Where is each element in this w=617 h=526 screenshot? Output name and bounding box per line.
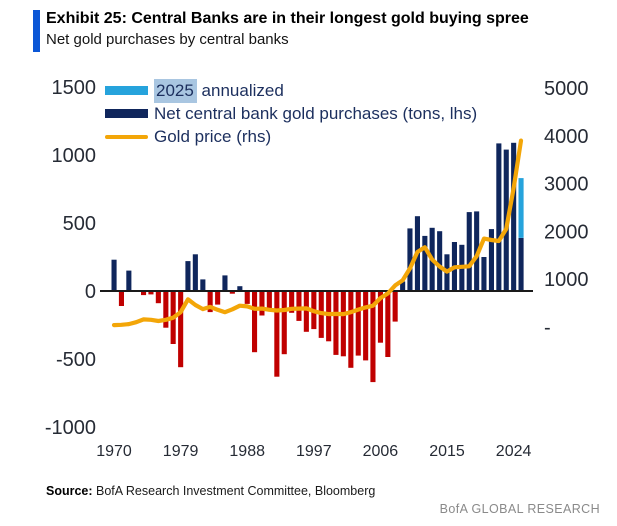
left-axis-tick-label: -1000: [45, 417, 96, 439]
bar-net-purchases-1972: [126, 270, 132, 291]
right-axis-tick-label: 1000: [544, 269, 589, 291]
chart-subtitle: Net gold purchases by central banks: [46, 31, 289, 48]
bar-net-purchases-1992: [274, 291, 280, 377]
bar-net-purchases-1995: [296, 291, 302, 321]
bar-net-purchases-2001: [340, 291, 346, 357]
right-axis-tick-label: 2000: [544, 221, 589, 243]
bar-net-purchases-2025: [518, 238, 524, 291]
bar-net-purchases-1996: [303, 291, 309, 332]
bar-net-purchases-1986: [229, 291, 235, 294]
x-axis-tick-label: 2015: [429, 443, 465, 460]
x-axis-tick-label: 2006: [363, 443, 399, 460]
bar-net-purchases-1971: [118, 291, 124, 306]
x-axis-tick-label: 1979: [163, 443, 199, 460]
bar-net-purchases-2003: [355, 291, 361, 356]
bar-net-purchases-1988: [244, 291, 250, 304]
legend-label: Gold price (rhs): [154, 126, 272, 146]
bar-net-purchases-1990: [259, 291, 265, 316]
left-axis-tick-label: 500: [63, 213, 96, 235]
bar-net-purchases-2022: [496, 143, 502, 291]
source-label: Source:: [46, 484, 93, 498]
legend-item-2025-annualized: 2025 annualized: [105, 78, 477, 103]
bar-net-purchases-1984: [215, 291, 221, 305]
x-axis-tick-label: 1997: [296, 443, 332, 460]
source-line: Source: BofA Research Investment Committ…: [46, 484, 375, 498]
x-axis-tick-label: 2024: [496, 443, 532, 460]
legend-label-rest: annualized: [196, 80, 284, 100]
bar-net-purchases-1976: [155, 291, 161, 304]
bar-net-purchases-1993: [281, 291, 287, 355]
legend-label: Net central bank gold purchases (tons, l…: [154, 103, 478, 123]
legend-swatch-navy: [105, 109, 148, 118]
chart-legend: 2025 annualized Net central bank gold pu…: [105, 78, 477, 148]
bar-net-purchases-2008: [392, 291, 398, 322]
right-axis-tick-label: 4000: [544, 126, 589, 148]
left-axis-tick-label: 1500: [52, 77, 97, 99]
x-axis-tick-label: 1970: [96, 443, 132, 460]
right-axis-tick-label: 3000: [544, 174, 589, 196]
bar-net-purchases-2024: [511, 142, 517, 291]
legend-swatch-light-blue: [105, 86, 148, 95]
bar-net-purchases-1974: [141, 291, 147, 296]
left-axis-tick-label: 0: [85, 281, 96, 303]
bar-net-purchases-1980: [185, 261, 191, 291]
bar-net-purchases-1983: [207, 291, 213, 313]
bar-net-purchases-2014: [437, 231, 443, 291]
bar-net-purchases-1981: [192, 254, 198, 291]
right-axis-tick-label: 5000: [544, 78, 589, 100]
bar-net-purchases-1977: [163, 291, 169, 328]
x-axis-tick-label: 1988: [229, 443, 265, 460]
bar-net-purchases-1975: [148, 291, 154, 295]
bar-net-purchases-1987: [237, 286, 243, 291]
chart-area: 1500 1000 500 0 -500 -1000 5000 4000 3000 2000 100…: [0, 66, 617, 466]
right-axis-tick-label: -: [544, 317, 551, 339]
bar-net-purchases-1985: [222, 275, 228, 291]
legend-item-gold-price: Gold price (rhs): [105, 125, 477, 148]
bar-net-purchases-2004: [363, 291, 369, 361]
bar-net-purchases-2007: [385, 291, 391, 357]
exhibit-accent-bar: [33, 10, 40, 52]
bar-net-purchases-2010: [407, 228, 413, 291]
highlighted-text-2025: 2025: [154, 78, 197, 103]
bar-net-purchases-2009: [400, 281, 406, 291]
bar-net-purchases-2002: [348, 291, 354, 368]
bar-net-purchases-1994: [289, 291, 295, 313]
left-axis-tick-label: 1000: [52, 145, 97, 167]
bar-net-purchases-2000: [333, 291, 339, 355]
bar-net-purchases-2012: [422, 235, 428, 291]
bar-net-purchases-1989: [252, 291, 258, 353]
bar-net-purchases-2018: [466, 212, 472, 291]
exhibit-title: Exhibit 25: Central Banks are in their l…: [46, 10, 529, 27]
gold-price-line: [111, 138, 524, 328]
source-text: BofA Research Investment Committee, Bloo…: [92, 484, 376, 498]
bar-net-purchases-1991: [266, 291, 272, 309]
legend-swatch-gold-line: [105, 134, 148, 139]
legend-label: 2025 annualized: [154, 78, 284, 103]
bar-net-purchases-1982: [200, 279, 206, 291]
bar-net-purchases-2006: [377, 291, 383, 343]
left-axis-tick-label: -500: [56, 349, 96, 371]
chart-canvas: 150010005000-500-10005000400030002000100…: [45, 77, 589, 460]
bar-net-purchases-1979: [178, 291, 184, 368]
bar-net-purchases-2020: [481, 257, 487, 291]
legend-item-net-purchases: Net central bank gold purchases (tons, l…: [105, 102, 477, 125]
bar-net-purchases-1970: [111, 259, 117, 291]
bar-net-purchases-2021: [488, 229, 494, 291]
bar-net-purchases-2005: [370, 291, 376, 383]
bar-2025-annualized-segment: [518, 178, 524, 238]
bofa-global-research-brand: BofA GLOBAL RESEARCH: [439, 502, 600, 516]
